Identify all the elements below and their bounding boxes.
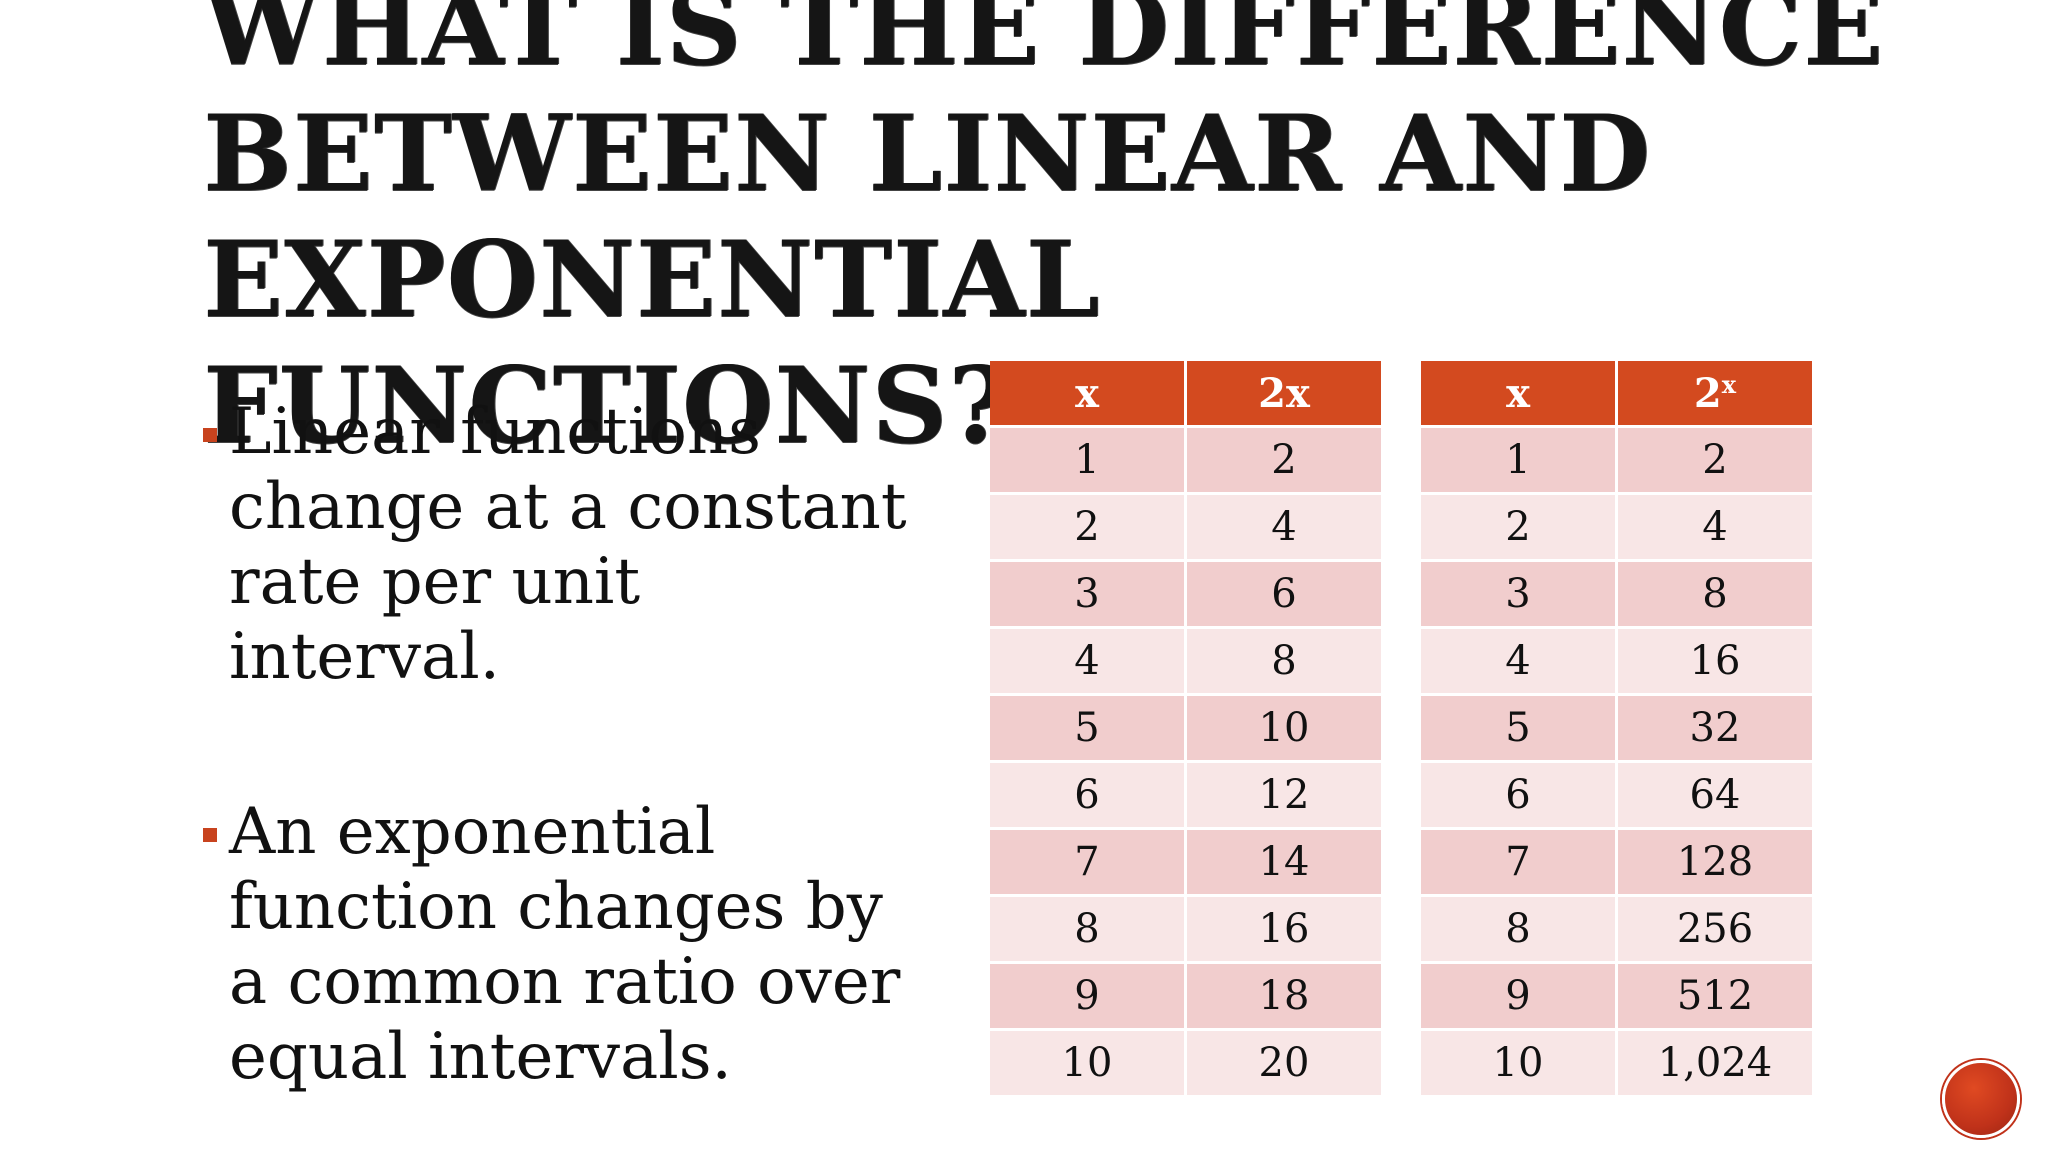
cell-y: 14 <box>1187 830 1381 894</box>
cell-x: 9 <box>1421 964 1615 1028</box>
table-row: 6 12 <box>990 763 1381 827</box>
cell-x: 7 <box>1421 830 1615 894</box>
cell-y: 16 <box>1618 629 1812 693</box>
table-row: 10 1,024 <box>1421 1031 1812 1095</box>
table-row: 8 256 <box>1421 897 1812 961</box>
table-row: 7 128 <box>1421 830 1812 894</box>
cell-x: 3 <box>1421 562 1615 626</box>
cell-x: 3 <box>990 562 1184 626</box>
bullet-linear: Linear functions change at a constant ra… <box>203 395 923 695</box>
bullet-marker-icon <box>203 828 217 842</box>
table-row: 9 512 <box>1421 964 1812 1028</box>
table-row: 5 32 <box>1421 696 1812 760</box>
header-exponent: x <box>1721 369 1737 399</box>
cell-x: 9 <box>990 964 1184 1028</box>
table-row: 8 16 <box>990 897 1381 961</box>
cell-y: 1,024 <box>1618 1031 1812 1095</box>
cell-x: 2 <box>990 495 1184 559</box>
slide-title: What is the difference between linear an… <box>203 0 1903 468</box>
cell-x: 7 <box>990 830 1184 894</box>
cell-y: 20 <box>1187 1031 1381 1095</box>
table-row: 6 64 <box>1421 763 1812 827</box>
cell-y: 4 <box>1187 495 1381 559</box>
cell-y: 4 <box>1618 495 1812 559</box>
cell-x: 4 <box>990 629 1184 693</box>
cell-y: 6 <box>1187 562 1381 626</box>
table-header-row: x 2x <box>1421 361 1812 425</box>
header-x: x <box>1421 361 1615 425</box>
cell-x: 8 <box>990 897 1184 961</box>
title-line-2: between linear and <box>203 91 1652 215</box>
header-2x: 2x <box>1187 361 1381 425</box>
cell-x: 6 <box>990 763 1184 827</box>
title-line-3: exponential <box>203 217 1101 341</box>
cell-x: 10 <box>1421 1031 1615 1095</box>
cell-y: 2 <box>1618 428 1812 492</box>
cell-x: 5 <box>1421 696 1615 760</box>
cell-y: 12 <box>1187 763 1381 827</box>
table-row: 10 20 <box>990 1031 1381 1095</box>
cell-y: 8 <box>1187 629 1381 693</box>
cell-y: 18 <box>1187 964 1381 1028</box>
cell-y: 512 <box>1618 964 1812 1028</box>
title-line-1: What is the difference <box>203 0 1885 89</box>
header-base: 2 <box>1693 369 1722 417</box>
cell-x: 5 <box>990 696 1184 760</box>
bullet-marker-icon <box>203 428 217 442</box>
cell-y: 16 <box>1187 897 1381 961</box>
header-2-power-x: 2x <box>1618 361 1812 425</box>
cell-x: 8 <box>1421 897 1615 961</box>
cell-x: 4 <box>1421 629 1615 693</box>
title-line-4: functions? <box>203 343 1011 467</box>
table-row: 7 14 <box>990 830 1381 894</box>
cell-x: 2 <box>1421 495 1615 559</box>
bullet-text-linear: Linear functions change at a constant ra… <box>229 395 907 694</box>
cell-x: 10 <box>990 1031 1184 1095</box>
table-row: 5 10 <box>990 696 1381 760</box>
cell-y: 32 <box>1618 696 1812 760</box>
table-row: 4 16 <box>1421 629 1812 693</box>
cell-y: 2 <box>1187 428 1381 492</box>
next-slide-button[interactable] <box>1942 1060 2020 1138</box>
cell-x: 6 <box>1421 763 1615 827</box>
header-x: x <box>990 361 1184 425</box>
bullet-text-exponential: An exponential function changes by a com… <box>229 795 901 1094</box>
cell-y: 64 <box>1618 763 1812 827</box>
cell-y: 256 <box>1618 897 1812 961</box>
cell-y: 8 <box>1618 562 1812 626</box>
bullet-exponential: An exponential function changes by a com… <box>203 795 923 1095</box>
cell-x: 1 <box>990 428 1184 492</box>
table-header-row: x 2x <box>990 361 1381 425</box>
cell-x: 1 <box>1421 428 1615 492</box>
cell-y: 10 <box>1187 696 1381 760</box>
table-row: 9 18 <box>990 964 1381 1028</box>
cell-y: 128 <box>1618 830 1812 894</box>
